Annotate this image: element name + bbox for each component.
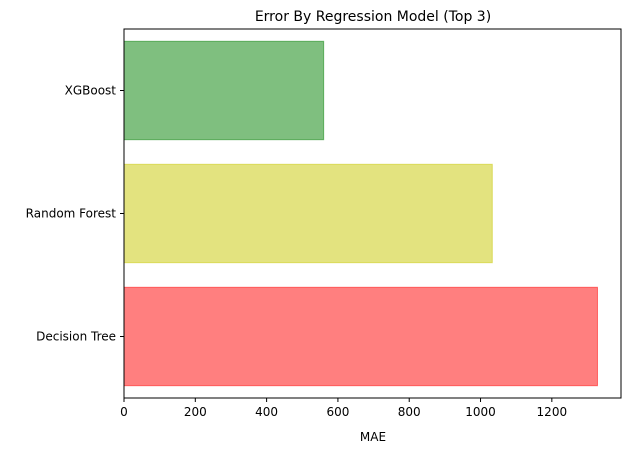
chart-title: Error By Regression Model (Top 3) <box>255 9 491 25</box>
bar-decision-tree <box>123 286 598 387</box>
x-tick-label: 600 <box>326 405 349 419</box>
x-tick-label: 200 <box>184 405 207 419</box>
x-axis-label: MAE <box>360 430 386 444</box>
x-tick-label: 400 <box>255 405 278 419</box>
y-axis-ticks: Decision Tree Random Forest XGBoost <box>26 84 124 344</box>
plot-frame <box>123 28 622 399</box>
bar-random-forest <box>123 163 493 264</box>
y-tick-label: Random Forest <box>26 207 117 221</box>
x-axis-ticks: 0 200 400 600 800 1000 1200 <box>120 398 567 419</box>
bar-xgboost <box>123 40 325 141</box>
bars-group <box>123 40 598 387</box>
y-tick-label: Decision Tree <box>36 330 116 344</box>
x-tick-label: 800 <box>398 405 421 419</box>
x-tick-label: 0 <box>120 405 128 419</box>
x-tick-label: 1200 <box>537 405 568 419</box>
y-tick-label: XGBoost <box>65 84 117 98</box>
x-tick-label: 1000 <box>465 405 496 419</box>
